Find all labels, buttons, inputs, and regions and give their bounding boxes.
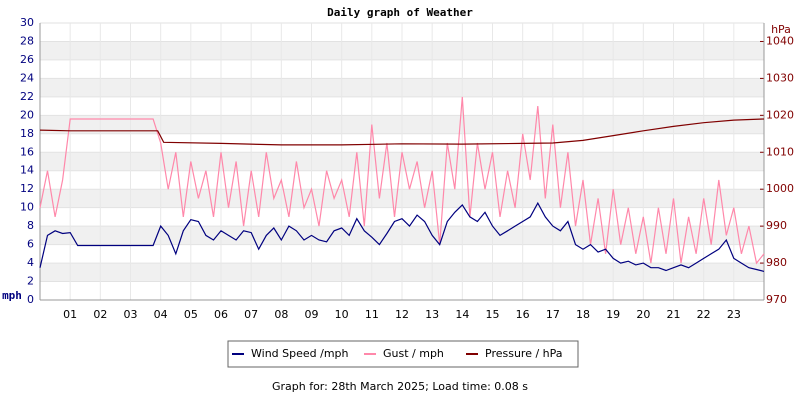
y-tick-label: 14 xyxy=(20,164,34,177)
series-line xyxy=(39,118,765,146)
y-tick-label: 2 xyxy=(27,275,34,288)
y-tick-label: 6 xyxy=(27,238,34,251)
x-tick-label: 06 xyxy=(214,308,228,321)
y2-tick-label: 1020 xyxy=(766,108,794,121)
x-tick-label: 16 xyxy=(516,308,530,321)
chart-title: Daily graph of Weather xyxy=(327,6,473,19)
x-tick-label: 22 xyxy=(697,308,711,321)
y2-tick-label: 1030 xyxy=(766,71,794,84)
y-tick-label: 30 xyxy=(20,16,34,29)
y-tick-label: 16 xyxy=(20,145,34,158)
y-tick-label: 0 xyxy=(27,293,34,306)
x-tick-label: 21 xyxy=(667,308,681,321)
legend-box xyxy=(227,340,579,368)
x-tick-label: 09 xyxy=(305,308,319,321)
y2-tick-label: 1010 xyxy=(766,145,794,158)
caption: Graph for: 28th March 2025; Load time: 0… xyxy=(272,380,528,393)
y2-tick-label: 970 xyxy=(766,293,787,306)
x-tick-label: 04 xyxy=(154,308,168,321)
x-tick-label: 10 xyxy=(335,308,349,321)
y2-tick-label: 980 xyxy=(766,256,787,269)
y-tick-label: 12 xyxy=(20,182,34,195)
x-tick-label: 14 xyxy=(455,308,469,321)
x-tick-label: 13 xyxy=(425,308,439,321)
y-tick-label: 20 xyxy=(20,108,34,121)
y2-tick-label: 990 xyxy=(766,219,787,232)
x-tick-label: 19 xyxy=(606,308,620,321)
y-tick-label: 28 xyxy=(20,34,34,47)
y2-tick-label: 1000 xyxy=(766,182,794,195)
legend-label: Wind Speed /mph xyxy=(251,347,349,360)
x-tick-label: 01 xyxy=(63,308,77,321)
y-axis-title: mph xyxy=(2,289,22,302)
y2-axis-title: hPa xyxy=(771,23,791,36)
x-tick-label: 15 xyxy=(486,308,500,321)
y-tick-label: 18 xyxy=(20,127,34,140)
x-tick-label: 08 xyxy=(274,308,288,321)
legend-label: Pressure / hPa xyxy=(485,347,563,360)
series-line xyxy=(39,201,765,272)
x-tick-label: 05 xyxy=(184,308,198,321)
x-tick-label: 07 xyxy=(244,308,258,321)
y-tick-label: 26 xyxy=(20,53,34,66)
y-tick-label: 4 xyxy=(27,256,34,269)
y-tick-label: 24 xyxy=(20,71,34,84)
x-tick-label: 17 xyxy=(546,308,560,321)
x-tick-label: 11 xyxy=(365,308,379,321)
series-line xyxy=(39,96,765,265)
x-tick-label: 23 xyxy=(727,308,741,321)
y-tick-label: 8 xyxy=(27,219,34,232)
y-tick-label: 10 xyxy=(20,201,34,214)
x-tick-label: 03 xyxy=(124,308,138,321)
legend-label: Gust / mph xyxy=(383,347,444,360)
x-tick-label: 12 xyxy=(395,308,409,321)
y2-tick-label: 1040 xyxy=(766,34,794,47)
y-tick-label: 22 xyxy=(20,90,34,103)
x-tick-label: 20 xyxy=(636,308,650,321)
x-tick-label: 18 xyxy=(576,308,590,321)
x-tick-label: 02 xyxy=(93,308,107,321)
